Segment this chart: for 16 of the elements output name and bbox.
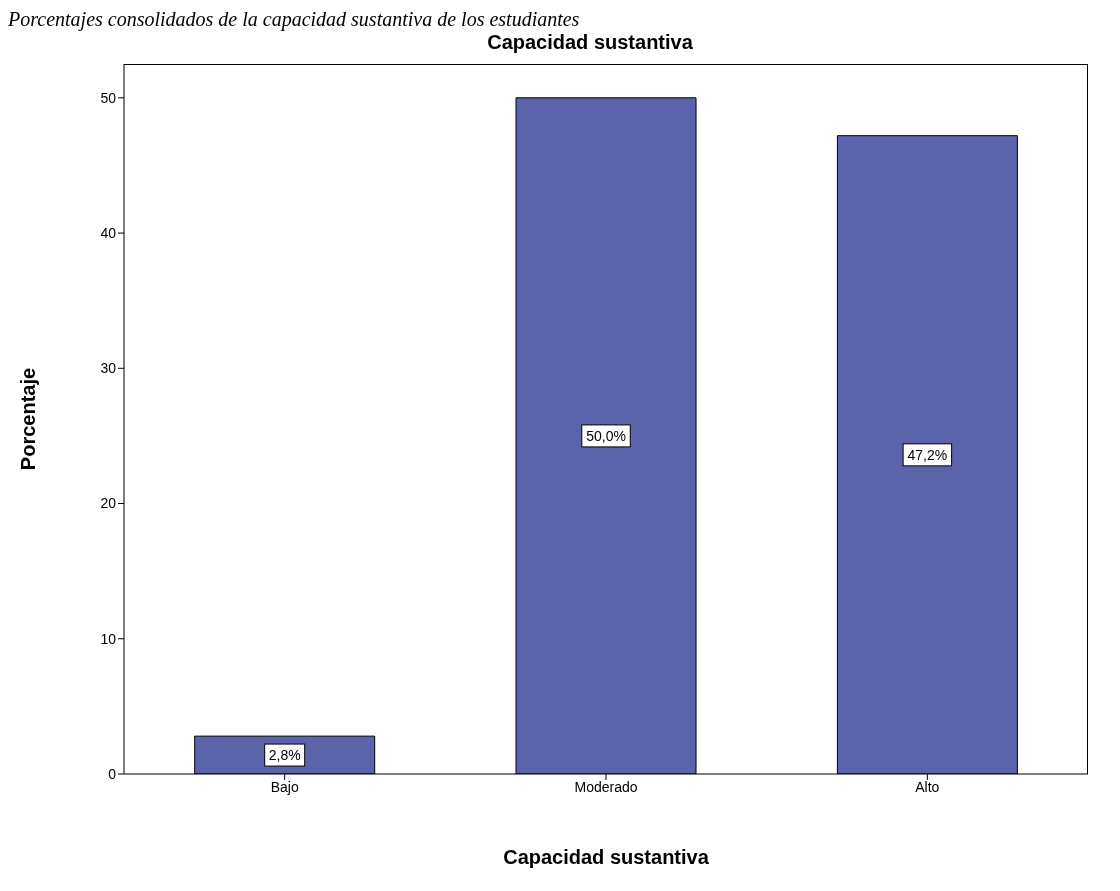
data-label: 50,0%	[586, 427, 626, 444]
x-tick-label: Moderado	[574, 778, 638, 795]
chart-title: Capacidad sustantiva	[486, 31, 694, 54]
x-tick-label: Alto	[915, 778, 940, 795]
data-label: 47,2%	[907, 446, 948, 463]
y-axis-title: Porcentaje	[17, 367, 40, 471]
y-tick-label: 40	[100, 225, 117, 242]
y-tick-label: 20	[100, 495, 117, 512]
y-tick-label: 50	[100, 89, 117, 106]
text: Porcentajes consolidados de la capacidad sustantiva de los estudiantes	[8, 8, 581, 31]
y-tick-label: 10	[100, 630, 117, 647]
y-tick-label: 0	[108, 765, 117, 782]
y-tick-label: 30	[100, 360, 117, 377]
data-label: 2,8%	[268, 747, 301, 764]
x-tick-label: Bajo	[270, 778, 299, 795]
x-axis-title: Capacidad sustantiva	[503, 846, 710, 868]
